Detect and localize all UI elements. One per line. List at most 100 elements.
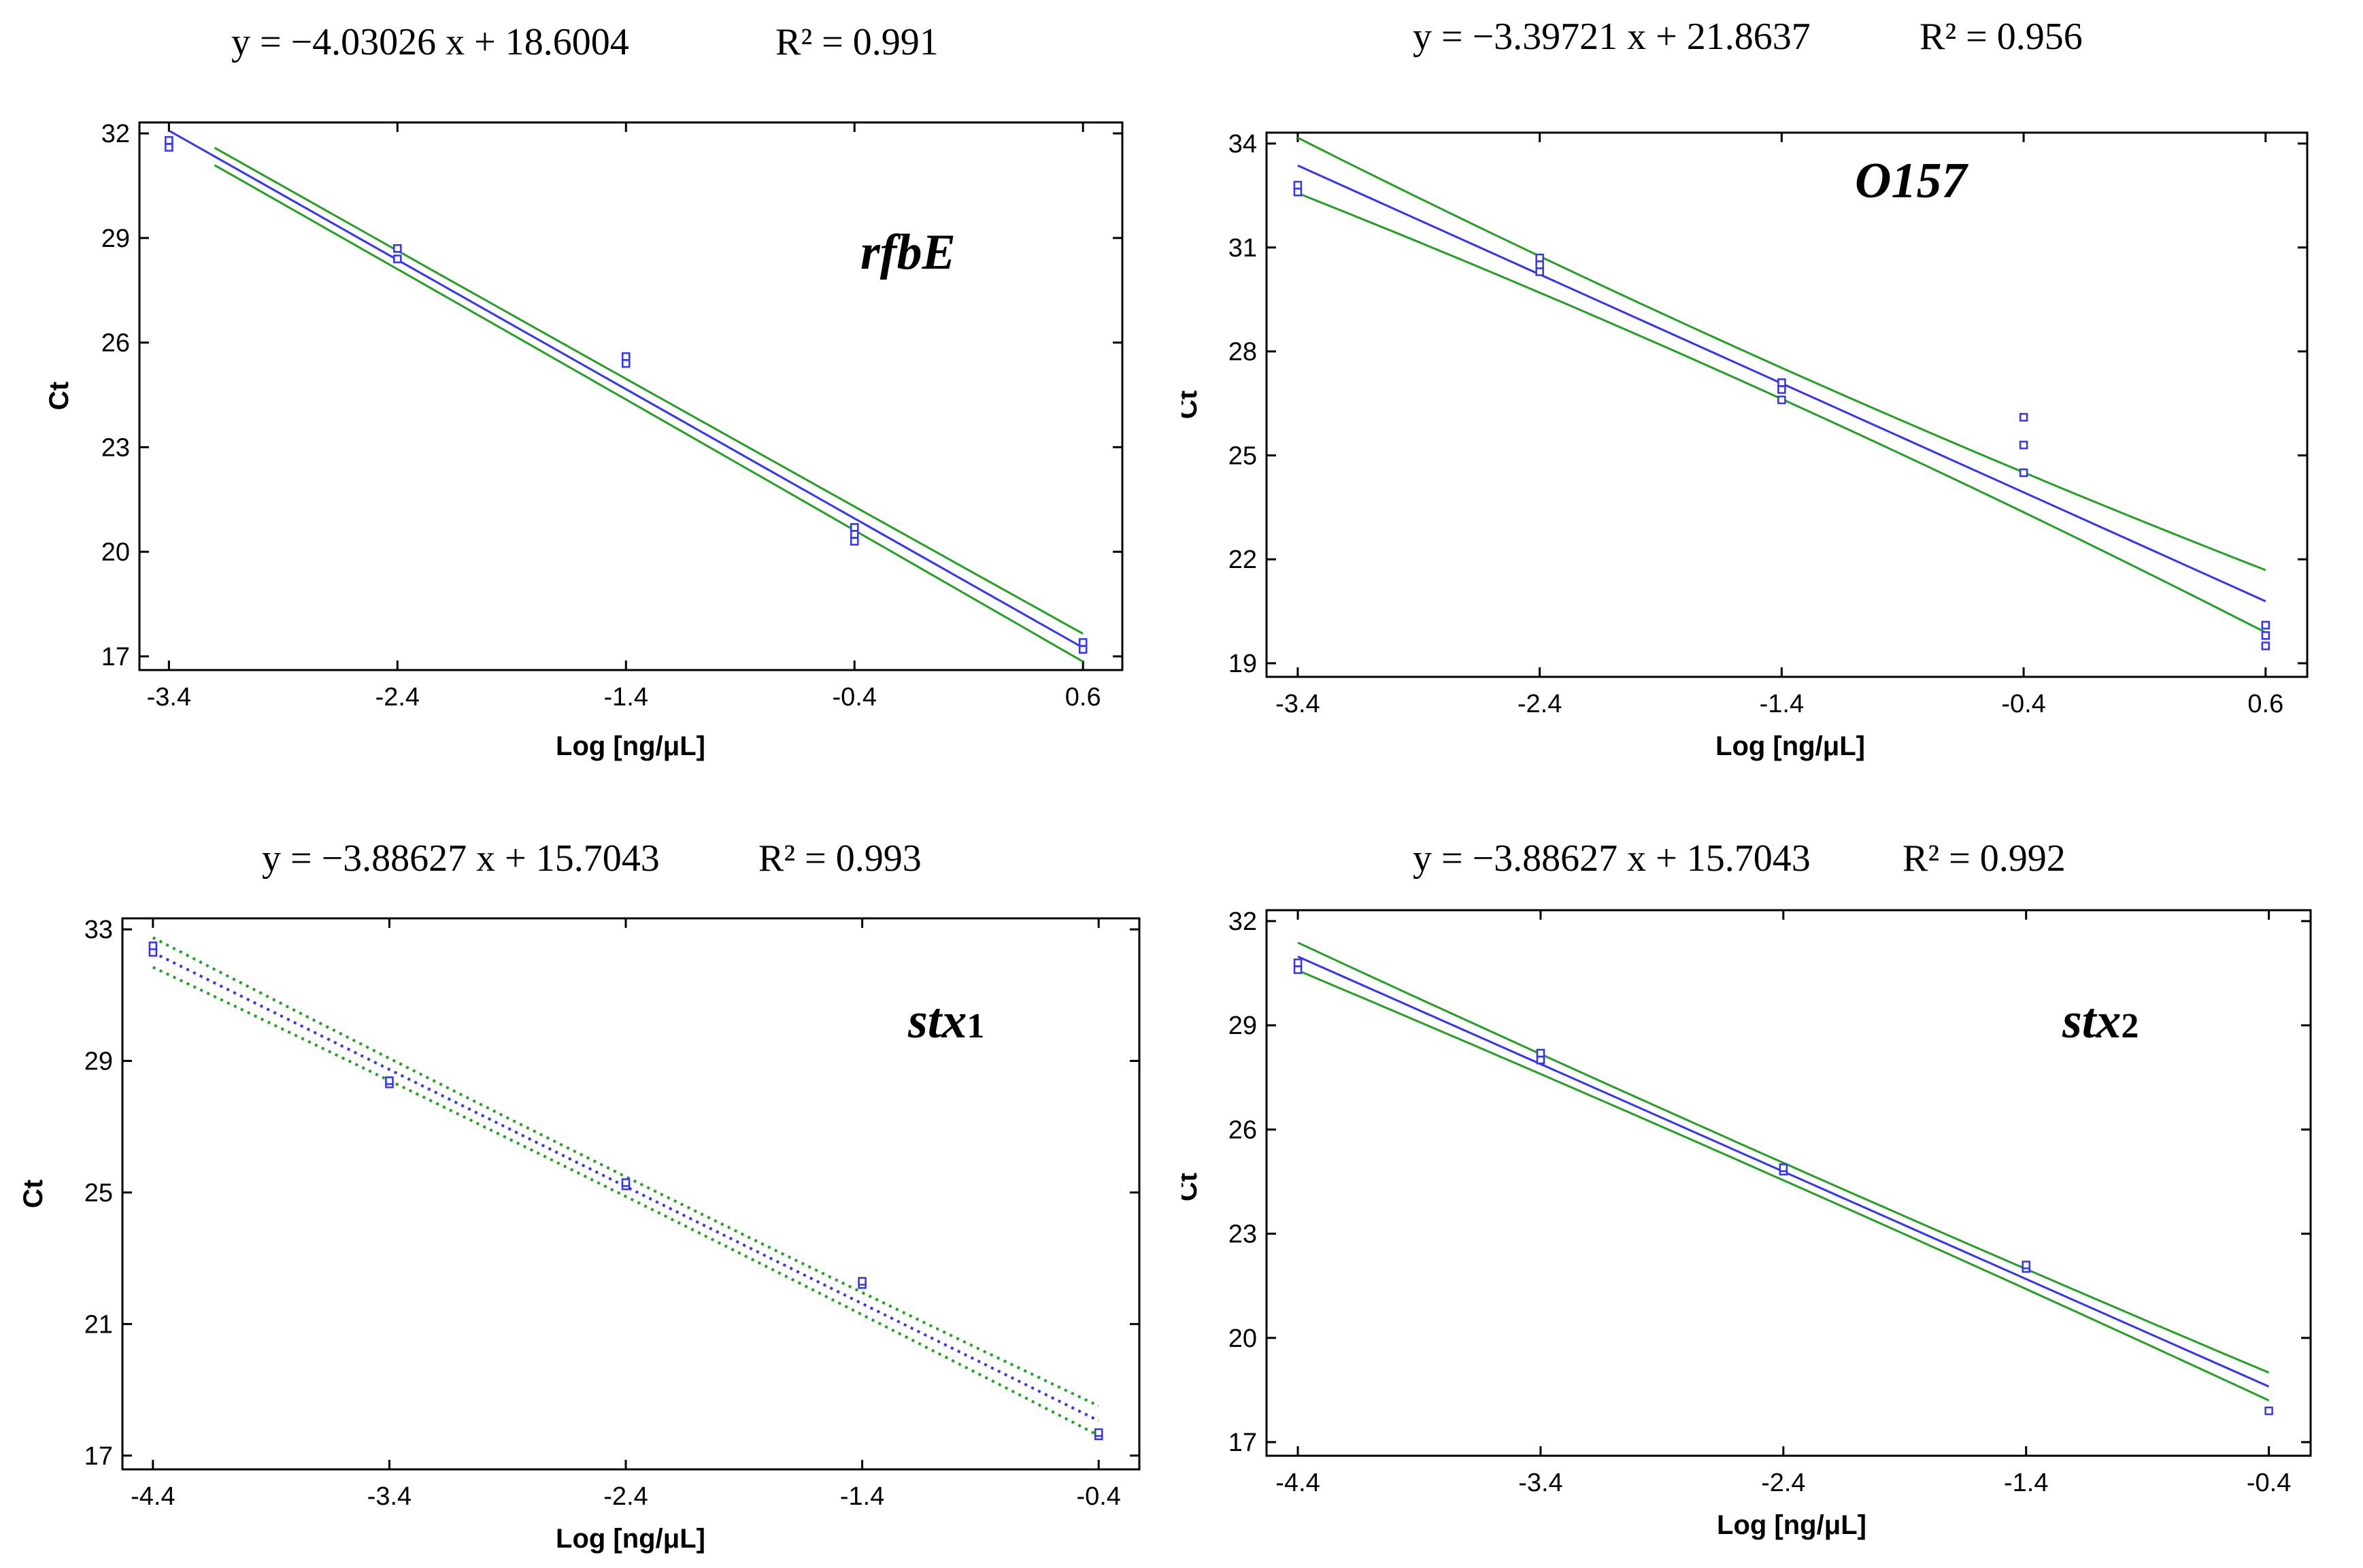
- data-point: [1777, 385, 1786, 394]
- gene-label: stx1: [907, 993, 984, 1049]
- y-tick-label: 17: [84, 1442, 113, 1471]
- data-point: [1078, 645, 1088, 654]
- x-axis-title: Log [ng/μL]: [556, 731, 705, 761]
- data-point: [621, 1178, 631, 1187]
- data-point: [2261, 641, 2270, 650]
- data-point: [850, 530, 859, 539]
- data-point: [1293, 180, 1303, 190]
- fit-line: [168, 129, 1084, 649]
- y-tick-label: 33: [84, 916, 113, 944]
- y-tick-label: 34: [1228, 130, 1257, 159]
- x-tick-label: -1.4: [604, 683, 648, 712]
- confidence-band-upper: [1297, 137, 2266, 571]
- equation-label: y = −3.39721 x + 21.8637: [1413, 16, 1811, 58]
- x-tick-label: -3.4: [1275, 690, 1320, 718]
- equation-label: y = −3.88627 x + 15.7043: [262, 837, 660, 880]
- data-point: [2019, 440, 2028, 450]
- data-point: [393, 244, 402, 253]
- data-point: [2019, 413, 2028, 422]
- x-tick-label: -4.4: [131, 1482, 175, 1511]
- y-tick-label: 25: [1228, 441, 1257, 470]
- plot-area: [138, 121, 1124, 671]
- chart-svg-stx1: y = −3.88627 x + 15.7043 R² = 0.993 -4.4…: [18, 837, 1141, 1554]
- equation-label: y = −4.03026 x + 18.6004: [231, 21, 629, 63]
- plot-area: [1265, 131, 2309, 678]
- data-point: [1777, 395, 1786, 405]
- r2-label: R² = 0.993: [758, 837, 922, 880]
- x-tick-label: -2.4: [1518, 690, 1562, 718]
- y-tick-label: 19: [1228, 650, 1257, 678]
- chart-svg-rfbe: y = −4.03026 x + 18.6004 R² = 0.991 -3.4…: [44, 21, 1124, 761]
- chart-svg-stx2: y = −3.88627 x + 15.7043 R² = 0.992 -4.4…: [1173, 837, 2312, 1540]
- data-point: [858, 1277, 867, 1286]
- x-axis-title: Log [ng/μL]: [556, 1524, 705, 1554]
- chart-panel-o157: y = −3.39721 x + 21.8637 R² = 0.956 -3.4…: [1173, 0, 2363, 782]
- data-point: [622, 359, 631, 368]
- x-tick-label: 0.6: [1065, 683, 1101, 712]
- data-point: [2264, 1406, 2273, 1416]
- plot-layer: -3.4 -2.4 -1.4 -0.4 0.6 17 20 23 26 29 32: [101, 120, 1122, 712]
- x-tick-label: -0.4: [832, 683, 876, 712]
- data-point: [1535, 267, 1544, 276]
- plot-layer: -4.4 -3.4 -2.4 -1.4 -0.4 17 20 23 26 29 32: [1228, 907, 2311, 1497]
- data-point: [148, 941, 158, 950]
- gene-label: rfbE: [860, 224, 956, 280]
- y-tick-label: 25: [84, 1179, 113, 1207]
- confidence-band-upper: [214, 146, 1084, 635]
- data-point: [2022, 1261, 2030, 1269]
- data-point: [1293, 965, 1303, 974]
- data-point: [1094, 1428, 1103, 1437]
- y-tick-label: 17: [101, 643, 130, 671]
- plot-layer: -3.4 -2.4 -1.4 -0.4 0.6 19 22 25 28 31 34: [1228, 130, 2307, 718]
- x-tick-label: -4.4: [1275, 1469, 1320, 1497]
- y-axis-title: Ct: [44, 382, 74, 410]
- data-point: [1535, 261, 1544, 269]
- x-axis-title: Log [ng/μL]: [1717, 1510, 1866, 1540]
- chart-panel-stx2: y = −3.88627 x + 15.7043 R² = 0.992 -4.4…: [1173, 782, 2363, 1565]
- equation-label: y = −3.88627 x + 15.7043: [1413, 837, 1811, 880]
- data-point: [2261, 631, 2270, 640]
- y-tick-label: 26: [1228, 1116, 1257, 1144]
- gene-name: stx: [2062, 993, 2121, 1049]
- data-point: [1293, 958, 1303, 967]
- x-tick-label: -2.4: [603, 1482, 648, 1511]
- data-point: [165, 143, 173, 152]
- data-point: [622, 352, 631, 361]
- y-tick-label: 32: [1228, 907, 1257, 936]
- x-tick-label: -0.4: [2247, 1469, 2291, 1497]
- y-tick-label: 29: [101, 224, 130, 253]
- gene-subscript: 2: [2121, 1007, 2139, 1046]
- y-tick-label: 29: [84, 1048, 113, 1076]
- y-axis-title: Ct: [1182, 390, 1203, 419]
- data-point: [1779, 1163, 1788, 1172]
- x-tick-label: -3.4: [147, 683, 191, 712]
- confidence-band-lower: [1297, 969, 2270, 1402]
- data-point: [1777, 378, 1786, 387]
- x-axis-title: Log [ng/μL]: [1715, 731, 1865, 761]
- confidence-band-lower: [152, 965, 1100, 1437]
- y-tick-label: 26: [101, 329, 130, 358]
- confidence-band-upper: [1297, 941, 2270, 1374]
- y-tick-label: 21: [84, 1310, 113, 1339]
- gene-name: stx: [907, 993, 967, 1049]
- data-point: [1078, 638, 1088, 647]
- gene-subscript: 1: [967, 1007, 984, 1046]
- x-tick-label: -1.4: [2004, 1469, 2048, 1497]
- x-tick-label: -3.4: [367, 1482, 412, 1511]
- y-tick-label: 28: [1228, 338, 1257, 367]
- plot-area: [121, 917, 1141, 1471]
- x-tick-label: -0.4: [1076, 1482, 1120, 1511]
- y-axis-title: Ct: [18, 1180, 48, 1208]
- chart-panel-stx1: y = −3.88627 x + 15.7043 R² = 0.993 -4.4…: [0, 782, 1182, 1565]
- y-tick-label: 23: [101, 433, 130, 462]
- x-tick-label: -0.4: [2001, 690, 2045, 718]
- r2-label: R² = 0.991: [775, 21, 939, 63]
- chart-svg-o157: y = −3.39721 x + 21.8637 R² = 0.956 -3.4…: [1173, 16, 2309, 761]
- data-point: [385, 1076, 394, 1085]
- data-point: [1293, 188, 1303, 197]
- data-point: [1536, 1056, 1545, 1065]
- y-tick-label: 20: [1228, 1324, 1257, 1353]
- data-point: [393, 254, 402, 263]
- y-tick-label: 17: [1228, 1429, 1257, 1457]
- y-tick-label: 32: [101, 120, 130, 148]
